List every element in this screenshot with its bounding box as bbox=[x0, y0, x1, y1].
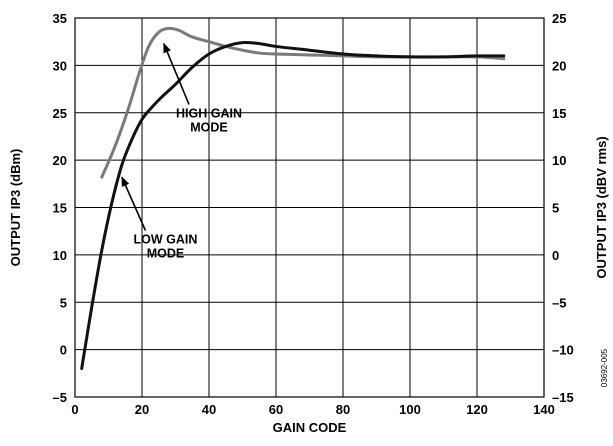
y2-tick-label: –10 bbox=[552, 343, 574, 358]
annotation-label: MODE bbox=[190, 120, 228, 134]
y-tick-label: –5 bbox=[53, 390, 67, 405]
plot-frame bbox=[74, 17, 545, 398]
y-tick-label: 5 bbox=[60, 295, 67, 310]
tick-labels: 0 20 40 60 80 100 120 140–505101520253035–15–10… bbox=[53, 11, 574, 417]
x-tick-label: 20 bbox=[135, 402, 149, 417]
x-axis-title: GAIN CODE bbox=[273, 420, 347, 435]
x-tick-label: 120 bbox=[466, 402, 488, 417]
y2-tick-label: 15 bbox=[552, 106, 566, 121]
y-tick-label: 35 bbox=[53, 11, 67, 26]
y2-tick-label: 0 bbox=[552, 248, 559, 263]
y2-axis-title: OUTPUT IP3 (dBV rms) bbox=[594, 136, 609, 278]
y-axis-title: OUTPUT IP3 (dBm) bbox=[8, 149, 23, 267]
y-tick-label: 10 bbox=[53, 248, 67, 263]
x-tick-label: 100 bbox=[399, 402, 421, 417]
y2-tick-label: –15 bbox=[552, 390, 574, 405]
y-tick-label: 20 bbox=[53, 153, 67, 168]
grid-lines bbox=[74, 17, 545, 398]
y-tick-label: 15 bbox=[53, 201, 67, 216]
series-line-low-gain-mode bbox=[80, 40, 506, 371]
x-tick-label: 80 bbox=[336, 402, 350, 417]
series-lines bbox=[80, 26, 506, 371]
y-tick-label: 25 bbox=[53, 106, 67, 121]
y2-tick-label: 5 bbox=[552, 201, 559, 216]
y-tick-label: 30 bbox=[53, 58, 67, 73]
annotation-label: LOW GAIN bbox=[134, 233, 198, 247]
annotation-label: MODE bbox=[147, 247, 185, 261]
annotation-arrow bbox=[121, 176, 147, 231]
x-tick-label: 40 bbox=[202, 402, 216, 417]
x-tick-label: 0 bbox=[71, 402, 78, 417]
figure-id: 03692-005 bbox=[600, 348, 609, 387]
y2-tick-label: –5 bbox=[552, 295, 566, 310]
y2-tick-label: 25 bbox=[552, 11, 566, 26]
annotation-label: HIGH GAIN bbox=[176, 106, 242, 120]
x-tick-label: 140 bbox=[533, 402, 555, 417]
y2-tick-label: 10 bbox=[552, 153, 566, 168]
y-tick-label: 0 bbox=[60, 343, 67, 358]
annotation-arrow bbox=[163, 42, 190, 105]
x-tick-label: 60 bbox=[269, 402, 283, 417]
y2-tick-label: 20 bbox=[552, 58, 566, 73]
